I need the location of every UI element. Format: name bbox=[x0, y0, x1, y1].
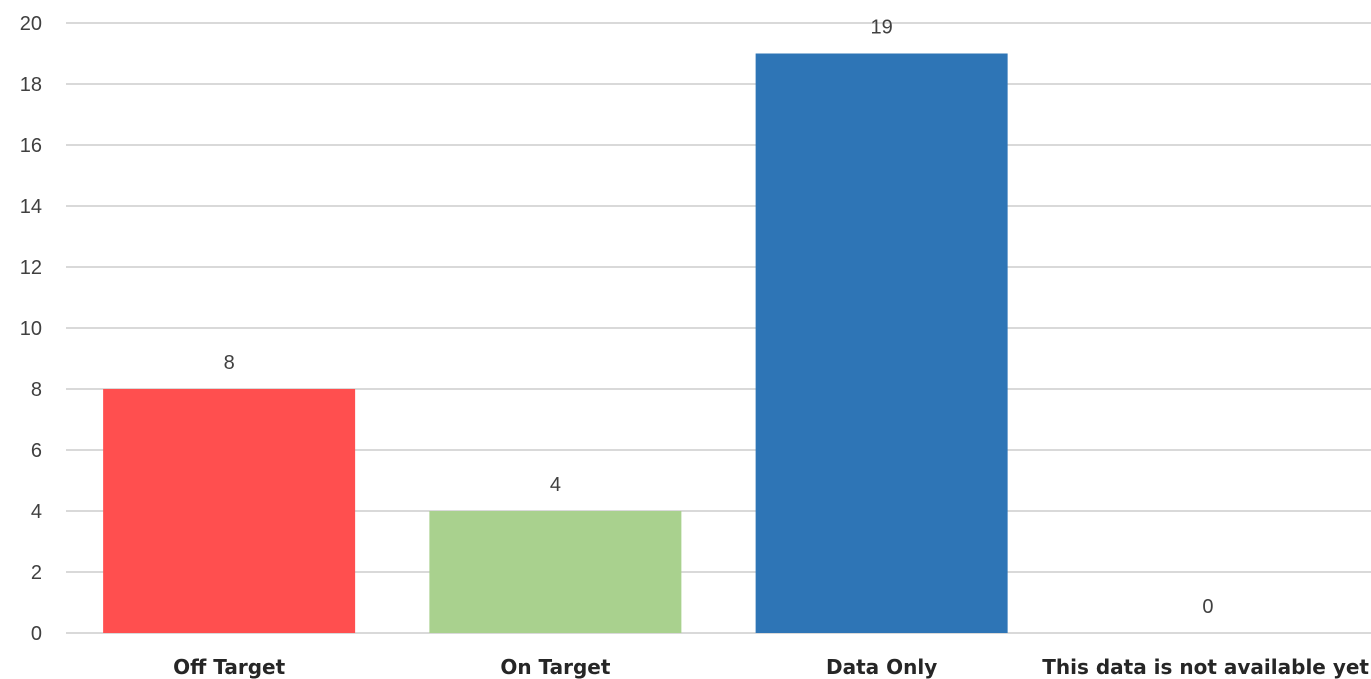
bars bbox=[103, 53, 1008, 633]
bar bbox=[103, 389, 356, 633]
y-tick-label: 6 bbox=[31, 440, 42, 462]
y-tick-label: 8 bbox=[31, 379, 42, 401]
y-tick-label: 4 bbox=[31, 501, 42, 523]
y-tick-label: 2 bbox=[31, 562, 42, 584]
data-label: 8 bbox=[224, 352, 235, 374]
y-tick-label: 12 bbox=[20, 257, 42, 279]
y-tick-label: 18 bbox=[20, 74, 42, 96]
x-tick-label: This data is not available yet bbox=[1042, 655, 1369, 679]
bar bbox=[429, 511, 682, 633]
x-tick-label: Off Target bbox=[173, 655, 285, 679]
data-label: 19 bbox=[871, 17, 893, 39]
x-axis-categories: Off Target On Target Data Only This data is… bbox=[173, 655, 1369, 679]
y-tick-label: 14 bbox=[20, 196, 42, 218]
y-tick-label: 20 bbox=[20, 13, 42, 35]
data-label: 0 bbox=[1202, 596, 1213, 618]
y-tick-label: 0 bbox=[31, 623, 42, 645]
x-tick-label: On Target bbox=[500, 655, 611, 679]
y-tick-label: 16 bbox=[20, 135, 42, 157]
data-label: 4 bbox=[550, 474, 561, 496]
y-tick-label: 10 bbox=[20, 318, 42, 340]
bar bbox=[755, 53, 1008, 633]
y-axis-ticks: 0 2 4 6 8 10 12 14 16 18 20 bbox=[20, 13, 42, 645]
data-labels: 8 4 19 0 bbox=[224, 17, 1214, 619]
x-tick-label: Data Only bbox=[826, 655, 937, 679]
